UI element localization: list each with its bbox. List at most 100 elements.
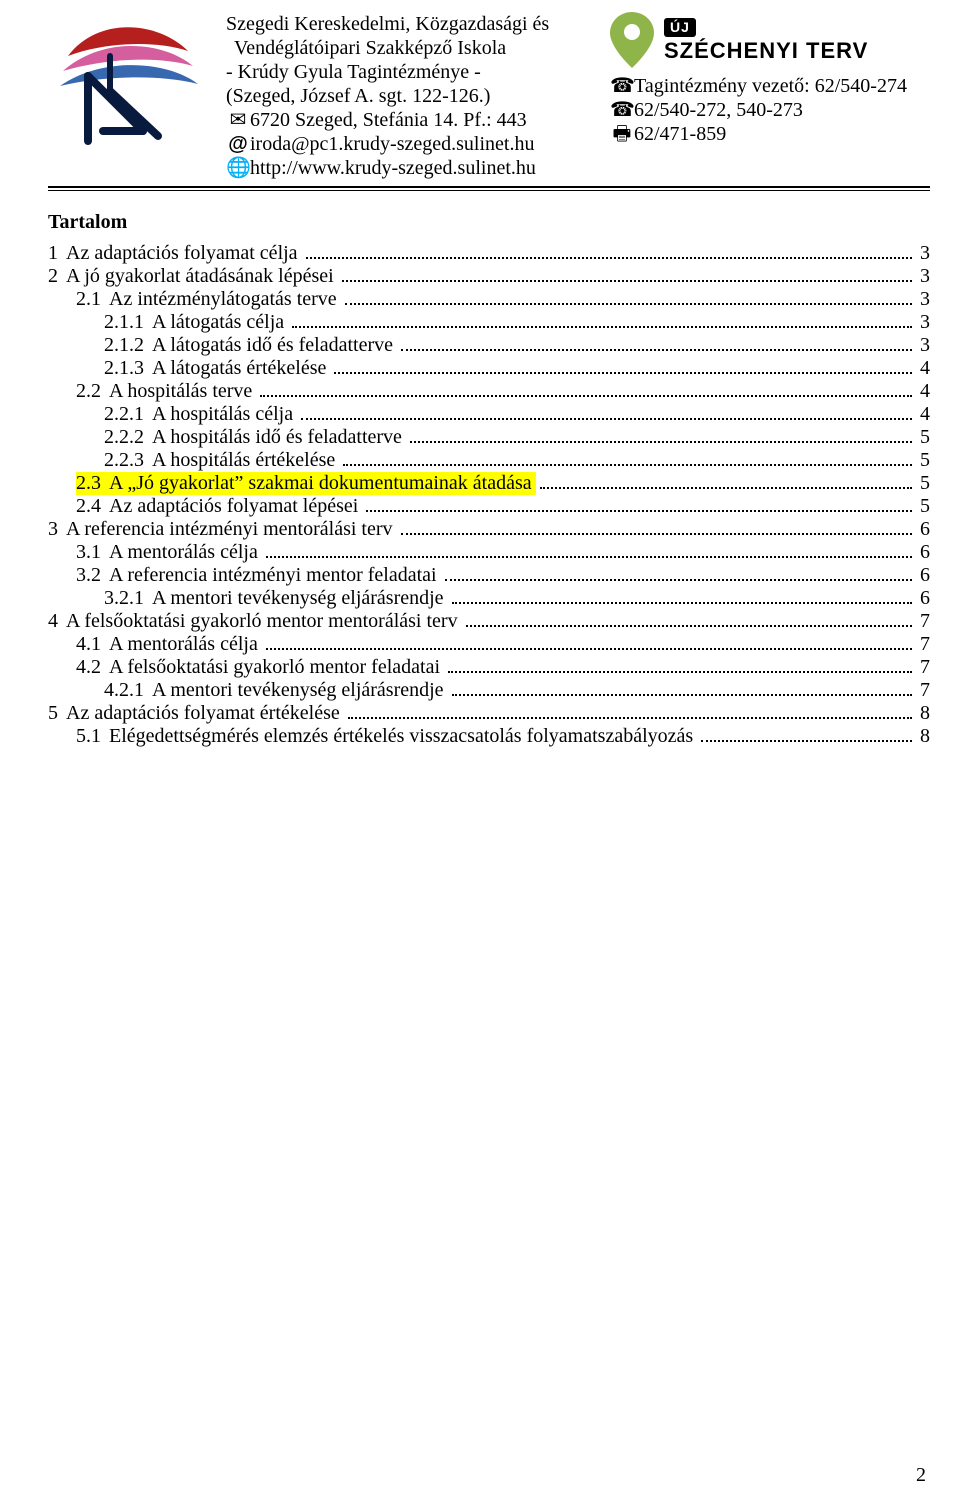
toc-leader-dots bbox=[366, 495, 912, 512]
toc-entry-page: 5 bbox=[916, 449, 930, 472]
toc-entry[interactable]: 2.2A hospitálás terve4 bbox=[48, 380, 930, 403]
toc-entry-label: A mentori tevékenység eljárásrendje bbox=[152, 679, 448, 702]
toc-entry-label: A hospitálás terve bbox=[109, 380, 256, 403]
page-header: Szegedi Kereskedelmi, Közgazdasági és Ve… bbox=[48, 12, 930, 180]
table-of-contents: 1Az adaptációs folyamat célja32A jó gyak… bbox=[48, 242, 930, 748]
at-icon: @ bbox=[226, 132, 250, 156]
toc-entry-page: 7 bbox=[916, 610, 930, 633]
envelope-icon: ✉ bbox=[226, 108, 250, 132]
toc-entry-label: A referencia intézményi mentorálási terv bbox=[66, 518, 397, 541]
toc-entry-number: 3.2 bbox=[76, 564, 109, 587]
toc-entry[interactable]: 4.2A felsőoktatási gyakorló mentor felad… bbox=[48, 656, 930, 679]
header-center-block: Szegedi Kereskedelmi, Közgazdasági és Ve… bbox=[226, 12, 592, 180]
toc-leader-dots bbox=[342, 265, 912, 282]
toc-entry[interactable]: 4A felsőoktatási gyakorló mentor mentorá… bbox=[48, 610, 930, 633]
toc-entry-label: A mentori tevékenység eljárásrendje bbox=[152, 587, 448, 610]
toc-entry-number: 2.1.1 bbox=[104, 311, 152, 334]
school-address-short: (Szeged, József A. sgt. 122-126.) bbox=[226, 84, 592, 108]
toc-entry-number: 4.2.1 bbox=[104, 679, 152, 702]
toc-entry[interactable]: 3A referencia intézményi mentorálási ter… bbox=[48, 518, 930, 541]
toc-entry[interactable]: 2.2.2A hospitálás idő és feladatterve 5 bbox=[48, 426, 930, 449]
toc-entry-page: 5 bbox=[916, 495, 930, 518]
phone-icon: ☎ bbox=[610, 74, 634, 98]
school-name-line: Szegedi Kereskedelmi, Közgazdasági és bbox=[226, 12, 592, 36]
email-row: @iroda@pc1.krudy-szeged.sulinet.hu bbox=[226, 132, 592, 156]
toc-entry-label: A mentorálás célja bbox=[109, 541, 262, 564]
toc-entry-number: 3.2.1 bbox=[104, 587, 152, 610]
toc-entry[interactable]: 2.3A „Jó gyakorlat” szakmai dokumentumai… bbox=[48, 472, 930, 495]
phone-leader-row: ☎Tagintézmény vezető: 62/540-274 bbox=[610, 74, 930, 98]
toc-entry[interactable]: 3.2A referencia intézményi mentor felada… bbox=[48, 564, 930, 587]
toc-entry-label: A látogatás célja bbox=[152, 311, 288, 334]
toc-entry-number: 2.1 bbox=[76, 288, 109, 311]
toc-leader-dots bbox=[540, 472, 912, 489]
toc-entry-number: 2 bbox=[48, 265, 66, 288]
toc-entry-number: 5 bbox=[48, 702, 66, 725]
toc-entry-number: 4 bbox=[48, 610, 66, 633]
toc-entry[interactable]: 2.1.1A látogatás célja 3 bbox=[48, 311, 930, 334]
toc-entry[interactable]: 2.2.1A hospitálás célja4 bbox=[48, 403, 930, 426]
toc-leader-dots bbox=[345, 288, 912, 305]
toc-entry-label: A látogatás idő és feladatterve bbox=[152, 334, 397, 357]
toc-leader-dots bbox=[401, 518, 912, 535]
fax-row: 🖶62/471-859 bbox=[610, 122, 930, 146]
web-row: 🌐http://www.krudy-szeged.sulinet.hu bbox=[226, 156, 592, 180]
toc-entry-number: 2.2 bbox=[76, 380, 109, 403]
toc-entry-label: Az adaptációs folyamat értékelése bbox=[66, 702, 344, 725]
page: Szegedi Kereskedelmi, Közgazdasági és Ve… bbox=[0, 0, 960, 1505]
toc-entry-number: 2.2.2 bbox=[104, 426, 152, 449]
toc-entry[interactable]: 3.1A mentorálás célja6 bbox=[48, 541, 930, 564]
toc-leader-dots bbox=[348, 702, 912, 719]
toc-heading: Tartalom bbox=[48, 211, 930, 234]
toc-entry-page: 4 bbox=[916, 357, 930, 380]
toc-entry-label: A látogatás értékelése bbox=[152, 357, 330, 380]
toc-entry-page: 7 bbox=[916, 679, 930, 702]
toc-entry-page: 5 bbox=[916, 426, 930, 449]
toc-entry-label: A hospitálás idő és feladatterve bbox=[152, 426, 406, 449]
toc-leader-dots bbox=[266, 633, 912, 650]
toc-leader-dots bbox=[266, 541, 912, 558]
toc-entry-page: 6 bbox=[916, 564, 930, 587]
szechenyi-text: ÚJ SZÉCHENYI TERV bbox=[664, 18, 868, 62]
toc-entry[interactable]: 2.1.2A látogatás idő és feladatterve3 bbox=[48, 334, 930, 357]
toc-entry-page: 7 bbox=[916, 656, 930, 679]
postal-text: 6720 Szeged, Stefánia 14. Pf.: 443 bbox=[250, 109, 527, 131]
toc-entry-number: 2.2.3 bbox=[104, 449, 152, 472]
toc-entry[interactable]: 2.4Az adaptációs folyamat lépései5 bbox=[48, 495, 930, 518]
toc-entry-label: Az adaptációs folyamat célja bbox=[66, 242, 302, 265]
postal-row: ✉6720 Szeged, Stefánia 14. Pf.: 443 bbox=[226, 108, 592, 132]
toc-entry[interactable]: 2.2.3A hospitálás értékelése5 bbox=[48, 449, 930, 472]
toc-leader-dots bbox=[292, 311, 912, 328]
toc-leader-dots bbox=[445, 564, 912, 581]
toc-entry[interactable]: 5Az adaptációs folyamat értékelése 8 bbox=[48, 702, 930, 725]
toc-entry-number: 5.1 bbox=[76, 725, 109, 748]
sz-small-label: ÚJ bbox=[664, 18, 696, 37]
toc-entry[interactable]: 4.1A mentorálás célja7 bbox=[48, 633, 930, 656]
toc-entry-label: Az adaptációs folyamat lépései bbox=[109, 495, 362, 518]
toc-entry-number: 2.3 bbox=[76, 472, 109, 495]
toc-entry-label: A „Jó gyakorlat” szakmai dokumentumainak… bbox=[109, 472, 536, 495]
toc-entry[interactable]: 2A jó gyakorlat átadásának lépései3 bbox=[48, 265, 930, 288]
toc-entry[interactable]: 5.1Elégedettségmérés elemzés értékelés v… bbox=[48, 725, 930, 748]
page-number: 2 bbox=[916, 1464, 926, 1487]
toc-entry-page: 3 bbox=[916, 311, 930, 334]
toc-entry[interactable]: 4.2.1A mentori tevékenység eljárásrendje… bbox=[48, 679, 930, 702]
toc-entry[interactable]: 2.1.3A látogatás értékelése 4 bbox=[48, 357, 930, 380]
toc-entry-number: 2.1.3 bbox=[104, 357, 152, 380]
toc-leader-dots bbox=[401, 334, 912, 351]
toc-entry-page: 6 bbox=[916, 518, 930, 541]
school-name-line: Vendéglátóipari Szakképző Iskola bbox=[226, 36, 592, 60]
toc-entry-number: 2.1.2 bbox=[104, 334, 152, 357]
toc-entry-page: 3 bbox=[916, 288, 930, 311]
toc-entry-page: 8 bbox=[916, 702, 930, 725]
toc-entry[interactable]: 3.2.1A mentori tevékenység eljárásrendje… bbox=[48, 587, 930, 610]
toc-leader-dots bbox=[452, 679, 912, 696]
toc-entry-label: A mentorálás célja bbox=[109, 633, 262, 656]
toc-entry-number: 4.1 bbox=[76, 633, 109, 656]
toc-entry-label: Elégedettségmérés elemzés értékelés viss… bbox=[109, 725, 697, 748]
toc-entry[interactable]: 2.1Az intézménylátogatás terve3 bbox=[48, 288, 930, 311]
toc-entry-label: A jó gyakorlat átadásának lépései bbox=[66, 265, 338, 288]
toc-entry[interactable]: 1Az adaptációs folyamat célja3 bbox=[48, 242, 930, 265]
toc-entry-page: 4 bbox=[916, 403, 930, 426]
phone-office-row: ☎62/540-272, 540-273 bbox=[610, 98, 930, 122]
